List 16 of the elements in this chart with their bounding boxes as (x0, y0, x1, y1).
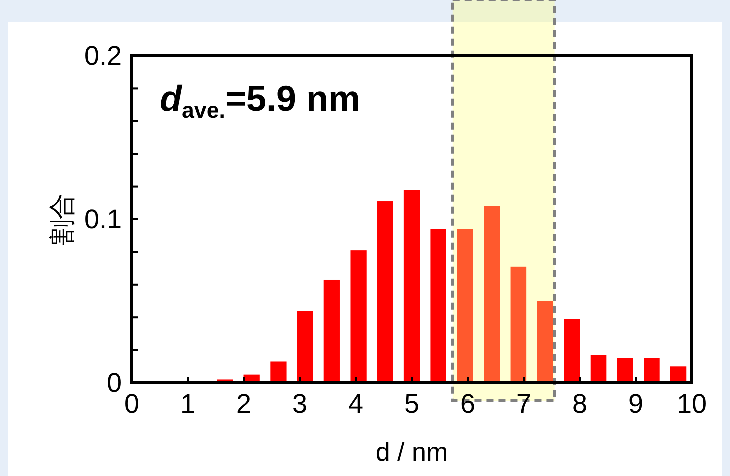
y-tick-label: 0.1 (84, 204, 122, 234)
x-axis-title: d / nm (376, 437, 448, 467)
x-tick-label: 5 (404, 389, 420, 419)
x-tick-label: 1 (180, 389, 196, 419)
x-tick-label: 10 (676, 389, 708, 419)
x-tick-label: 3 (292, 389, 308, 419)
x-tick-label: 6 (460, 389, 476, 419)
y-tick-label: 0 (106, 368, 122, 398)
x-tick-label: 4 (348, 389, 364, 419)
x-tick-label: 8 (572, 389, 588, 419)
x-tick-label: 7 (516, 389, 532, 419)
annotation: d$_{ave.}$=5.9 nm (160, 78, 361, 123)
y-tick-label: 0.2 (84, 41, 122, 71)
x-tick-label: 2 (236, 389, 252, 419)
x-tick-label: 9 (628, 389, 644, 419)
y-axis-title: 割合 (47, 194, 77, 246)
